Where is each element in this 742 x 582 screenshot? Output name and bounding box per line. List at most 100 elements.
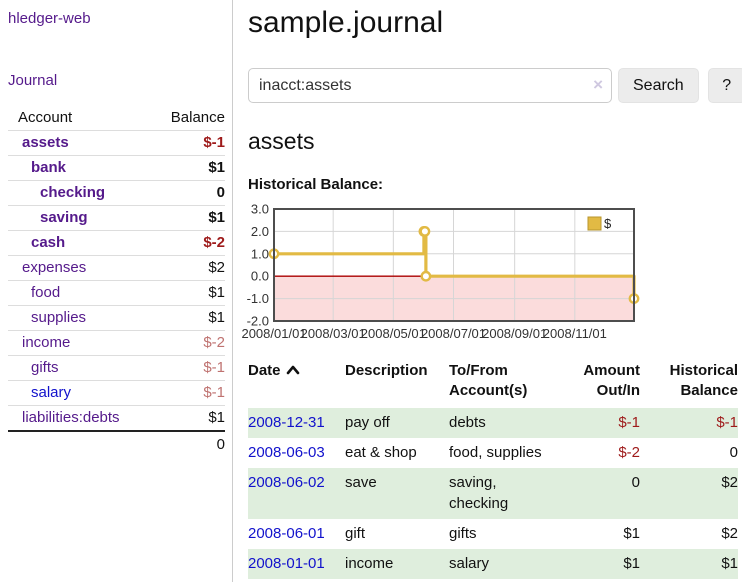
account-link[interactable]: income xyxy=(22,334,71,351)
x-tick-label: 2008/09/01 xyxy=(482,326,547,341)
historical-balance-chart[interactable]: $3.0 2.0 1.0 0.0 -1.0 -2.02008/01/012008/03/0… xyxy=(241,202,742,343)
x-tick-label: 2008/05/01 xyxy=(361,326,426,341)
account-name-cell: checking xyxy=(8,181,146,206)
x-tick-label: 2008/03/01 xyxy=(301,326,366,341)
clear-search-icon[interactable]: × xyxy=(593,75,603,94)
accounts-header-balance: Balance xyxy=(170,109,225,126)
transaction-description: gift xyxy=(345,524,366,542)
sidebar-nav: Journal xyxy=(8,72,224,89)
transaction-row: 2008-01-01 income salary $1 $1 xyxy=(248,548,738,579)
transaction-description: pay off xyxy=(345,413,390,431)
chart-container[interactable]: $3.0 2.0 1.0 0.0 -1.0 -2.0 2008/01/01 2008/03/0… xyxy=(241,202,742,343)
account-link[interactable]: expenses xyxy=(22,259,87,276)
account-name-cell: salary xyxy=(8,381,146,406)
account-balance: $-2 xyxy=(203,234,225,251)
transaction-accounts: gifts xyxy=(449,524,477,542)
search-form: × Search ? xyxy=(248,68,742,103)
account-row: bank $1 xyxy=(8,155,225,181)
app-brand-link[interactable]: hledger-web xyxy=(8,10,91,27)
account-row: supplies $1 xyxy=(8,305,225,331)
account-balance: $1 xyxy=(208,284,225,301)
account-balance: $1 xyxy=(208,209,225,226)
account-link[interactable]: assets xyxy=(22,134,69,151)
register-table: Date Description To/From Account(s) Amou… xyxy=(248,359,738,579)
register-account-title: assets xyxy=(248,128,315,154)
account-balance: $-1 xyxy=(203,359,225,376)
register-header-amount: Amount Out/In xyxy=(583,362,640,400)
y-tick-label: -2.0 xyxy=(247,314,269,329)
account-link[interactable]: food xyxy=(31,284,61,301)
transaction-row: 2008-06-01 gift gifts $1 $2 xyxy=(248,519,738,549)
data-point-marker[interactable] xyxy=(419,226,431,237)
transaction-row: 2008-06-03 eat & shop food, supplies $-2 0 xyxy=(248,438,738,468)
transaction-balance: $2 xyxy=(721,473,738,491)
main-content: sample.journal × Search ? assets Histori… xyxy=(233,0,742,582)
account-row: checking 0 xyxy=(8,180,225,206)
account-name-cell: supplies xyxy=(8,306,146,331)
legend-label: $ xyxy=(604,216,612,231)
search-button[interactable]: Search xyxy=(618,68,699,103)
y-tick-label: 1.0 xyxy=(251,246,269,261)
transaction-date-link[interactable]: 2008-06-02 xyxy=(248,473,325,491)
account-name-cell: assets xyxy=(8,131,146,156)
sidebar: hledger-web Journal Account Balance asse… xyxy=(0,0,233,582)
page-title: sample.journal xyxy=(248,6,444,39)
transaction-amount: $-1 xyxy=(618,413,640,431)
transaction-description: save xyxy=(345,473,377,491)
account-name-cell: cash xyxy=(8,231,146,256)
y-tick-label: -1.0 xyxy=(247,291,269,306)
y-tick-label: 0.0 xyxy=(251,269,269,284)
transaction-row: 2008-12-31 pay off debts $-1 $-1 xyxy=(248,407,738,438)
account-row: income $-2 xyxy=(8,330,225,356)
account-link[interactable]: liabilities:debts xyxy=(22,409,120,426)
account-balance: $-1 xyxy=(203,384,225,401)
transaction-date: 2008-06-03 xyxy=(248,438,345,468)
data-point-marker[interactable] xyxy=(420,270,432,282)
account-row: expenses $2 xyxy=(8,255,225,281)
account-row: liabilities:debts $1 xyxy=(8,405,225,432)
search-input[interactable] xyxy=(248,68,612,103)
accounts-total-value: 0 xyxy=(216,436,225,453)
transaction-date-link[interactable]: 2008-12-31 xyxy=(248,413,325,431)
help-button[interactable]: ? xyxy=(707,68,742,103)
transaction-date-link[interactable]: 2008-06-03 xyxy=(248,443,325,461)
register-header-balance: Historical Balance xyxy=(669,362,738,400)
accounts-table: Account Balance assets $-1 bank $1 checking 0… xyxy=(8,106,225,457)
x-tick-label: 2008/01/01 xyxy=(241,326,306,341)
transaction-accounts: saving, checking xyxy=(449,473,509,512)
account-link[interactable]: checking xyxy=(40,184,106,201)
account-balance: $2 xyxy=(208,259,225,276)
transaction-amount: $1 xyxy=(623,524,640,542)
register-header-date[interactable]: Date xyxy=(248,359,345,408)
transaction-balance: $-1 xyxy=(716,413,738,431)
account-name-cell: expenses xyxy=(8,256,146,281)
transaction-date: 2008-01-01 xyxy=(248,549,345,579)
account-link[interactable]: salary xyxy=(31,384,72,401)
sort-ascending-icon xyxy=(286,361,300,381)
accounts-header-account: Account xyxy=(18,109,73,126)
x-tick-label: 2008/07/01 xyxy=(421,326,486,341)
journal-link[interactable]: Journal xyxy=(8,72,58,89)
register-tbody: 2008-12-31 pay off debts $-1 $-1 2008-06-03 ea… xyxy=(248,407,738,579)
legend-swatch xyxy=(587,216,602,231)
account-link[interactable]: saving xyxy=(40,209,88,226)
account-link[interactable]: gifts xyxy=(31,359,59,376)
transaction-balance: $2 xyxy=(721,524,738,542)
transaction-date-link[interactable]: 2008-01-01 xyxy=(248,554,325,572)
accounts-tbody: assets $-1 bank $1 checking 0 saving $1 cash $-2 e… xyxy=(8,130,225,432)
transaction-date-link[interactable]: 2008-06-01 xyxy=(248,524,325,542)
transaction-balance: 0 xyxy=(729,443,738,461)
transaction-amount: $1 xyxy=(623,554,640,572)
transaction-date: 2008-06-01 xyxy=(248,519,345,549)
account-name-cell: gifts xyxy=(8,356,146,381)
account-name-cell: liabilities:debts xyxy=(8,406,146,432)
account-balance: 0 xyxy=(216,184,225,201)
account-row: saving $1 xyxy=(8,205,225,231)
account-link[interactable]: bank xyxy=(31,159,67,176)
account-link[interactable]: supplies xyxy=(31,309,87,326)
transaction-amount: 0 xyxy=(631,473,640,491)
account-balance: $-2 xyxy=(203,334,225,351)
transaction-accounts: salary xyxy=(449,554,490,572)
account-link[interactable]: cash xyxy=(31,234,66,251)
